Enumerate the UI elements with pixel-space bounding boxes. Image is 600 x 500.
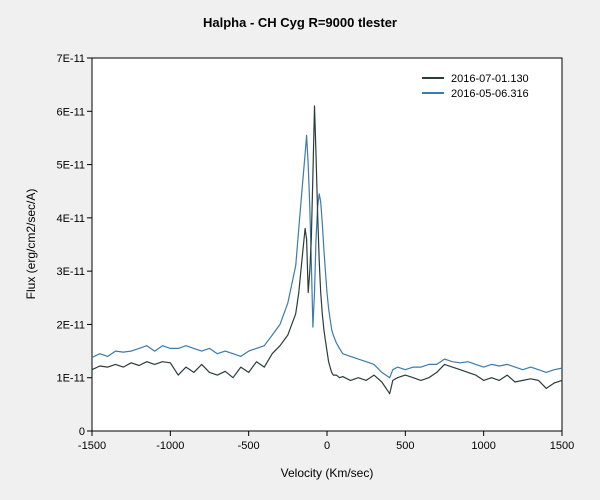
y-tick-label: 7E-11 xyxy=(56,53,85,65)
y-tick-label: 4E-11 xyxy=(56,213,85,225)
y-axis-title: Flux (erg/cm2/sec/A) xyxy=(24,189,38,300)
chart-title: Halpha - CH Cyg R=9000 tlester xyxy=(203,15,397,30)
y-tick-label: 0 xyxy=(79,426,85,438)
y-axis: 0 1E-11 2E-11 3E-11 4E-11 5E-11 6E-11 7E-11 xyxy=(56,53,92,438)
x-tick-label: 1000 xyxy=(471,440,495,452)
x-tick-label: -500 xyxy=(238,440,260,452)
x-tick-label: 1500 xyxy=(550,440,574,452)
plot-area xyxy=(91,57,563,432)
legend: 2016-07-01.130 2016-05-06.316 xyxy=(422,73,529,100)
x-tick-label: -1000 xyxy=(156,440,184,452)
x-tick-label: 500 xyxy=(396,440,414,452)
x-axis-title: Velocity (Km/sec) xyxy=(281,466,374,480)
x-axis: -1500 -1000 -500 0 500 1000 1500 xyxy=(78,431,574,452)
series-line-1 xyxy=(91,105,563,395)
y-tick-label: 3E-11 xyxy=(56,266,85,278)
series-line-2 xyxy=(91,134,563,379)
y-tick-label: 5E-11 xyxy=(56,160,85,172)
legend-label-series-2: 2016-05-06.316 xyxy=(451,88,529,100)
y-tick-label: 2E-11 xyxy=(56,319,85,331)
x-tick-label: 0 xyxy=(324,440,330,452)
y-tick-label: 6E-11 xyxy=(56,106,85,118)
x-tick-label: -1500 xyxy=(78,440,106,452)
y-tick-label: 1E-11 xyxy=(56,373,85,385)
legend-label-series-1: 2016-07-01.130 xyxy=(451,73,529,85)
series-lines xyxy=(91,105,563,395)
